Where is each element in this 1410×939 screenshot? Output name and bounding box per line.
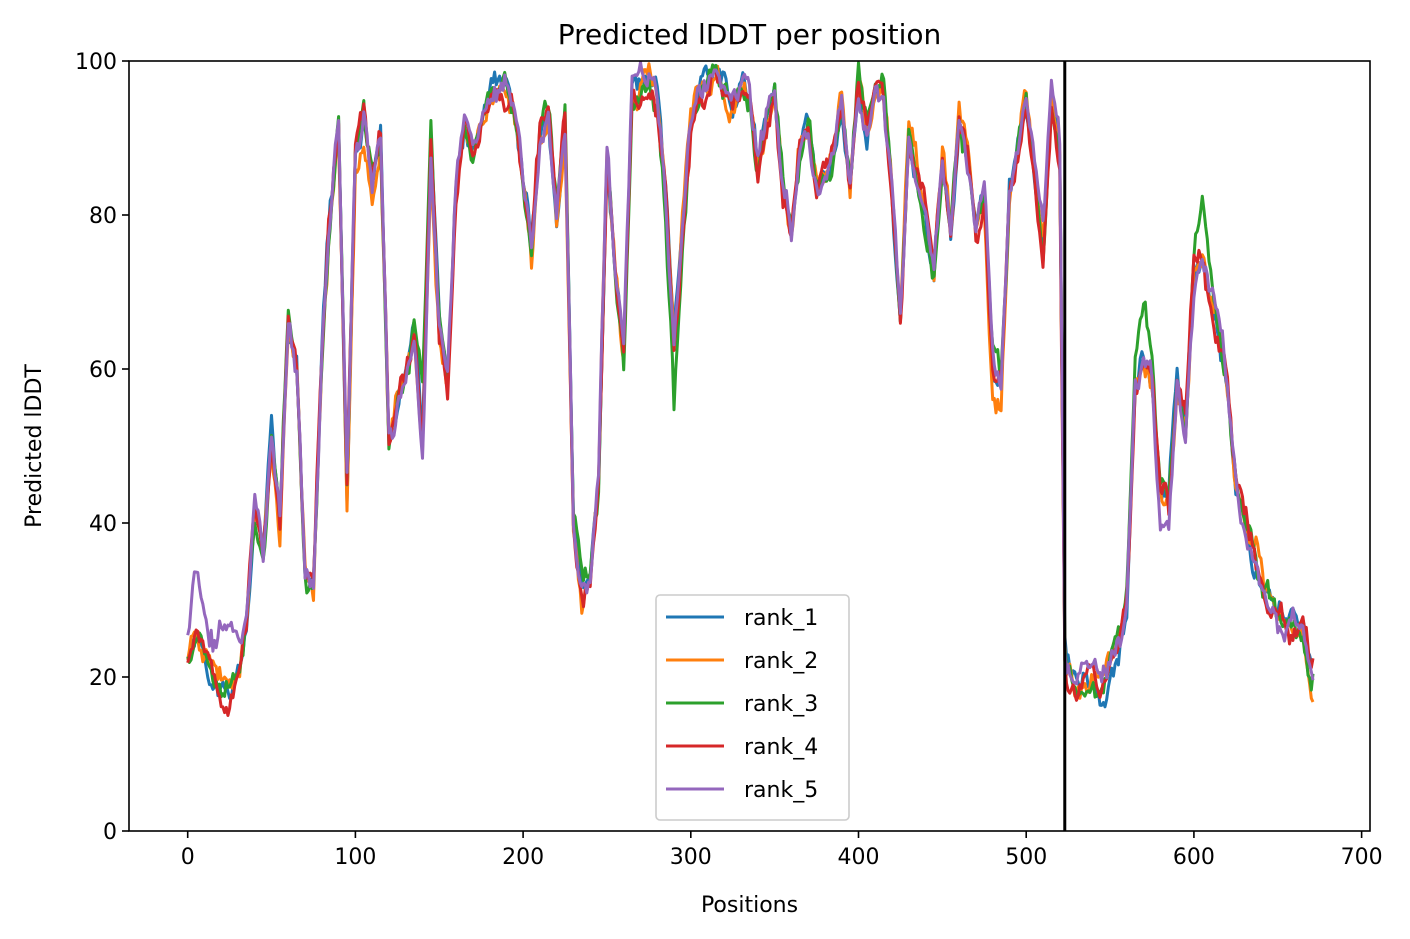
legend-label: rank_2 — [744, 649, 818, 674]
x-tick-label: 700 — [1341, 845, 1383, 870]
x-tick-label: 200 — [502, 845, 544, 870]
x-axis-title: Positions — [701, 893, 798, 918]
y-tick-label: 60 — [89, 358, 117, 383]
y-tick-label: 80 — [89, 204, 117, 229]
x-tick-label: 0 — [181, 845, 195, 870]
y-tick-label: 0 — [103, 820, 117, 845]
chart-title: Predicted lDDT per position — [558, 18, 942, 51]
plot-frame — [128, 60, 1371, 832]
y-axis-title: Predicted lDDT — [22, 364, 47, 528]
legend-label: rank_5 — [744, 778, 818, 803]
plot-lines — [186, 60, 1315, 717]
legend-label: rank_1 — [744, 606, 818, 631]
x-tick-label: 400 — [838, 845, 880, 870]
legend: rank_1 rank_2 rank_3 rank_4 rank_5 — [655, 594, 850, 821]
legend-box — [655, 594, 850, 821]
x-axis-ticks: 0 100 200 300 400 500 600 700 — [181, 831, 1383, 870]
legend-label: rank_3 — [744, 692, 818, 717]
x-tick-label: 500 — [1005, 845, 1047, 870]
legend-label: rank_4 — [744, 735, 818, 760]
x-tick-label: 300 — [670, 845, 712, 870]
y-tick-label: 100 — [75, 50, 117, 75]
series-line-rank_5 — [186, 60, 1315, 686]
y-tick-label: 40 — [89, 512, 117, 537]
x-tick-label: 100 — [334, 845, 376, 870]
x-tick-label: 600 — [1173, 845, 1215, 870]
y-tick-label: 20 — [89, 666, 117, 691]
y-axis-ticks: 0 20 40 60 80 100 — [75, 50, 129, 845]
